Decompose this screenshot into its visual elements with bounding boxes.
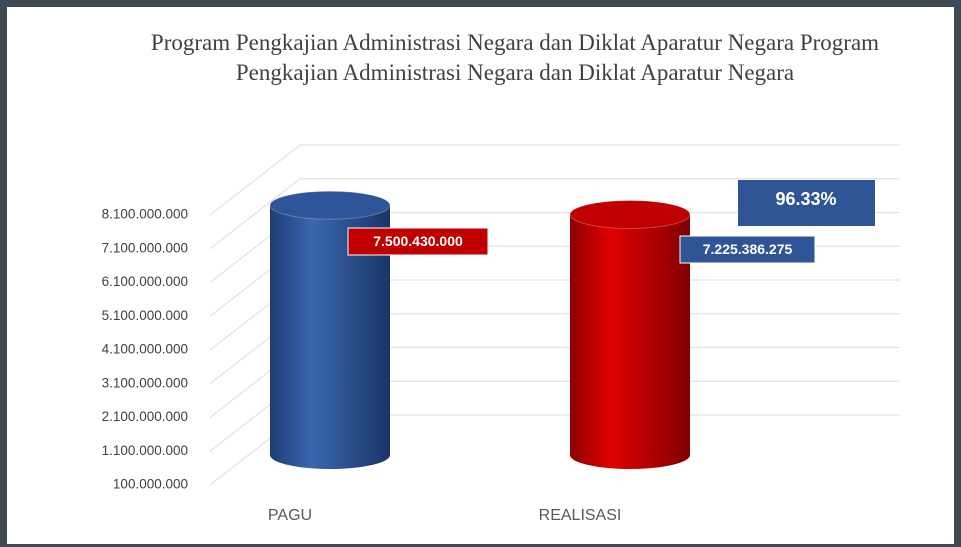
y-tick-label: 7.100.000.000	[102, 240, 188, 255]
bar-top	[269, 190, 391, 220]
value-label: 7.225.386.275	[703, 241, 793, 257]
annotation-box	[738, 180, 875, 226]
y-tick-label: 3.100.000.000	[102, 375, 188, 390]
chart-title: Program Pengkajian Administrasi Negara d…	[150, 30, 880, 85]
y-tick-label: 4.100.000.000	[102, 342, 188, 357]
x-tick-label: REALISASI	[539, 507, 622, 524]
annotation: 96.33%	[775, 189, 836, 209]
value-label: 7.500.430.000	[373, 233, 463, 249]
y-tick-label: 100.000.000	[113, 477, 188, 492]
grid-line	[209, 178, 900, 250]
bar-top	[569, 200, 691, 230]
y-tick-label: 2.100.000.000	[102, 409, 188, 424]
y-tick-label: 8.100.000.000	[102, 207, 188, 222]
y-tick-label: 1.100.000.000	[102, 443, 188, 458]
grid-line	[209, 144, 900, 216]
y-tick-label: 6.100.000.000	[102, 274, 188, 289]
x-tick-label: PAGU	[268, 507, 312, 524]
y-tick-label: 5.100.000.000	[102, 308, 188, 323]
value-label-box	[679, 235, 816, 264]
chart-frame	[7, 7, 954, 544]
value-label-box	[347, 227, 489, 256]
bar	[270, 205, 390, 470]
bar	[570, 214, 690, 469]
